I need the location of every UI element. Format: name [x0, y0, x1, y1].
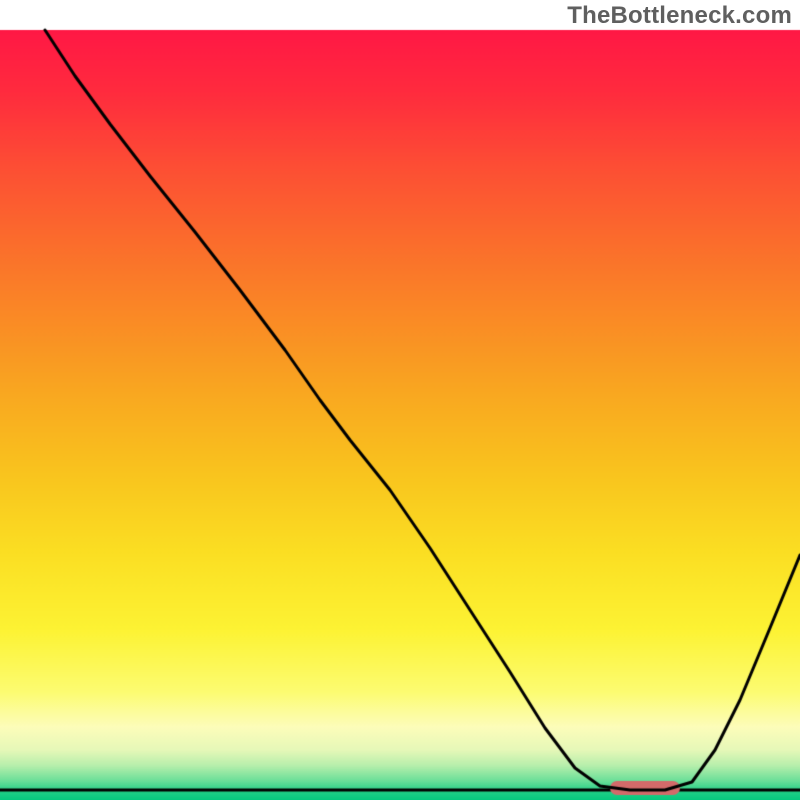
chart-container: TheBottleneck.com	[0, 0, 800, 800]
bottleneck-chart-canvas	[0, 0, 800, 800]
watermark-text: TheBottleneck.com	[567, 2, 792, 30]
